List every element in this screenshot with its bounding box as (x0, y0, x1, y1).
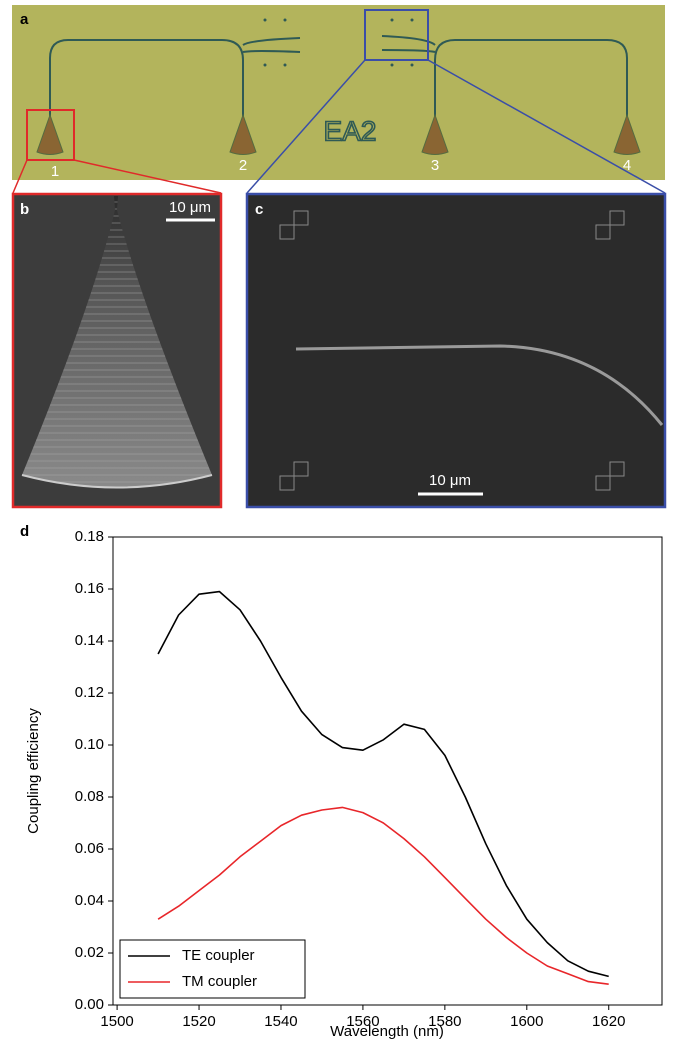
y-axis-label: Coupling efficiency (25, 708, 42, 834)
panel-label: a (20, 11, 29, 28)
x-tick-label: 1500 (100, 1013, 133, 1030)
y-tick-label: 0.16 (75, 580, 104, 597)
y-tick-label: 0.12 (75, 684, 104, 701)
alignment-marks (279, 210, 625, 491)
chip-label: EA2 (324, 115, 377, 146)
y-tick-label: 0.14 (75, 632, 104, 649)
panel-a: a 1 2 3 4 EA2 (12, 5, 665, 180)
grating-ridges (22, 196, 212, 488)
x-axis-label: Wavelength (nm) (330, 1023, 444, 1040)
x-tick-label: 1540 (264, 1013, 297, 1030)
zoom-line (427, 59, 666, 194)
panel-label: c (255, 201, 263, 218)
port-label: 4 (623, 157, 631, 174)
sem-image (245, 192, 667, 509)
y-tick-label: 0.06 (75, 840, 104, 857)
y-tick-label: 0.02 (75, 944, 104, 961)
x-tick-label: 1580 (428, 1013, 461, 1030)
legend-box (119, 939, 306, 999)
grating-edge (21, 474, 213, 489)
y-tick-label: 0.10 (75, 736, 104, 753)
zoom-box (26, 109, 75, 161)
y-tick-label: 0.04 (75, 892, 104, 909)
panel-c: c 10 μm (245, 192, 667, 509)
zoom-line (12, 159, 28, 194)
x-tick-label: 1620 (592, 1013, 625, 1030)
grating-couplers (36, 113, 641, 155)
markers (263, 18, 414, 67)
scale-bar-label: 10 μm (429, 472, 471, 489)
port-label: 1 (51, 163, 59, 180)
zoom-line (246, 59, 366, 194)
micrograph (12, 5, 665, 180)
line-series (157, 590, 609, 978)
y-tick-label: 0.00 (75, 996, 104, 1013)
taper (295, 344, 664, 426)
chart: d Wavelength (nm) Coupling efficiency 0.… (20, 523, 663, 1040)
line-series (157, 806, 609, 985)
x-tick-label: 1560 (346, 1013, 379, 1030)
panel-b: b 10 μm (11, 192, 223, 509)
zoom-box (364, 9, 429, 61)
legend-label: TE coupler (182, 947, 255, 964)
zoom-line (73, 159, 222, 194)
legend-label: TM coupler (182, 973, 257, 990)
port-label: 3 (431, 157, 439, 174)
waveguides (49, 35, 628, 118)
panel-label: b (20, 201, 29, 218)
x-tick-label: 1520 (182, 1013, 215, 1030)
y-tick-label: 0.18 (75, 528, 104, 545)
panel-label: d (20, 523, 29, 540)
scale-bar-label: 10 μm (169, 199, 211, 216)
port-label: 2 (239, 157, 247, 174)
x-tick-label: 1600 (510, 1013, 543, 1030)
plot-frame (112, 536, 663, 1006)
y-tick-label: 0.08 (75, 788, 104, 805)
